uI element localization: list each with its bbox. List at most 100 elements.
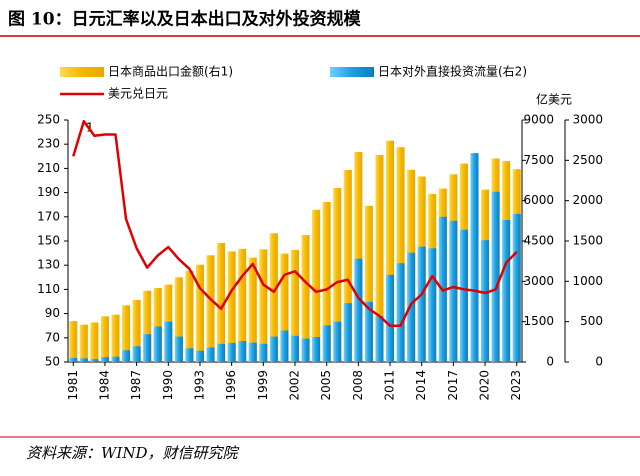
x-tick-label: 1990	[161, 370, 175, 401]
y-tick-label: 250	[37, 113, 60, 127]
bar	[143, 290, 152, 362]
bar	[111, 314, 120, 362]
y3-tick-label: 1000	[572, 274, 603, 288]
bar	[354, 258, 363, 362]
bar	[100, 316, 109, 362]
bar	[354, 151, 363, 362]
y-tick-label: 190	[37, 185, 60, 199]
bar	[269, 336, 278, 362]
y3-tick-label: 0	[595, 355, 603, 369]
bar	[312, 209, 321, 362]
x-tick-label: 2008	[351, 370, 365, 401]
bar	[428, 248, 437, 362]
y2-tick-label: 6000	[523, 193, 554, 207]
bar	[174, 277, 183, 362]
bar	[248, 342, 257, 362]
bar	[122, 305, 131, 362]
bar	[132, 299, 141, 362]
y-tick-label: 130	[37, 258, 60, 272]
unit-label: 亿美元	[536, 92, 572, 107]
bar	[269, 233, 278, 362]
y-tick-label: 70	[45, 330, 60, 344]
chart-title: 图 10：日元汇率以及日本出口及对外投资规模	[8, 9, 362, 30]
bar	[364, 205, 373, 362]
x-tick-label: 1981	[66, 370, 80, 401]
bar	[238, 341, 247, 362]
bar	[512, 213, 521, 362]
bar	[502, 220, 511, 362]
y-tick-label: 230	[37, 137, 60, 151]
bar	[248, 257, 257, 362]
y3-tick-label: 1500	[572, 234, 603, 248]
y-tick-label: 150	[37, 234, 60, 248]
bar	[333, 321, 342, 362]
bar	[375, 316, 384, 362]
x-tick-label: 2002	[288, 370, 302, 401]
legend-swatch	[60, 67, 104, 77]
x-tick-label: 2017	[446, 370, 460, 401]
bar	[280, 330, 289, 362]
bar	[470, 153, 479, 362]
bar	[259, 249, 268, 362]
bar	[185, 348, 194, 362]
x-tick-label: 2014	[414, 370, 428, 401]
bar	[153, 288, 162, 362]
bar	[322, 202, 331, 362]
bar	[290, 249, 300, 362]
bar	[343, 303, 352, 362]
bar	[217, 343, 226, 362]
y-tick-label: 90	[45, 306, 60, 320]
bar	[206, 255, 215, 362]
x-tick-label: 2005	[319, 370, 333, 401]
bar	[407, 252, 416, 362]
bar	[417, 246, 426, 362]
bar	[195, 350, 204, 362]
bar	[481, 240, 490, 362]
bar	[333, 188, 342, 362]
y-tick-label: 170	[37, 209, 60, 223]
bar	[259, 343, 268, 362]
bar	[386, 274, 395, 362]
legend-label: 日本商品出口金额(右1)	[108, 64, 233, 79]
bar	[132, 346, 141, 362]
bar	[143, 334, 152, 362]
bar	[290, 335, 300, 362]
bar	[312, 336, 321, 362]
bar	[90, 322, 99, 362]
line	[72, 119, 518, 327]
x-tick-label: 1993	[192, 370, 206, 401]
bar	[69, 357, 78, 362]
bar	[217, 242, 226, 362]
bar	[164, 321, 173, 362]
bar	[396, 147, 405, 362]
y2-tick-label: 4500	[523, 234, 554, 248]
bar	[79, 358, 88, 362]
bar	[491, 191, 500, 362]
bar	[111, 356, 120, 362]
y3-tick-label: 3000	[572, 113, 603, 127]
bar	[185, 270, 194, 362]
x-tick-label: 1984	[97, 370, 111, 401]
bar	[238, 248, 247, 362]
y2-tick-label: 9000	[523, 113, 554, 127]
x-tick-label: 1996	[224, 370, 238, 401]
bar	[280, 253, 289, 362]
y-tick-label: 110	[37, 282, 60, 296]
y2-tick-label: 7500	[523, 153, 554, 167]
y2-tick-label: 3000	[523, 274, 554, 288]
bar	[195, 264, 204, 362]
y3-tick-label: 500	[580, 314, 603, 328]
bar	[375, 154, 384, 362]
bar	[449, 220, 458, 362]
x-tick-label: 2023	[509, 370, 523, 401]
bar	[206, 347, 215, 362]
bar	[174, 336, 183, 362]
source: 资料来源：WIND，财信研究院	[26, 444, 239, 462]
x-tick-label: 2020	[478, 370, 492, 401]
y2-tick-label: 1500	[523, 314, 554, 328]
bar	[122, 350, 131, 362]
y2-tick-label: 0	[546, 355, 554, 369]
legend-swatch	[330, 67, 374, 77]
y3-tick-label: 2000	[572, 193, 603, 207]
